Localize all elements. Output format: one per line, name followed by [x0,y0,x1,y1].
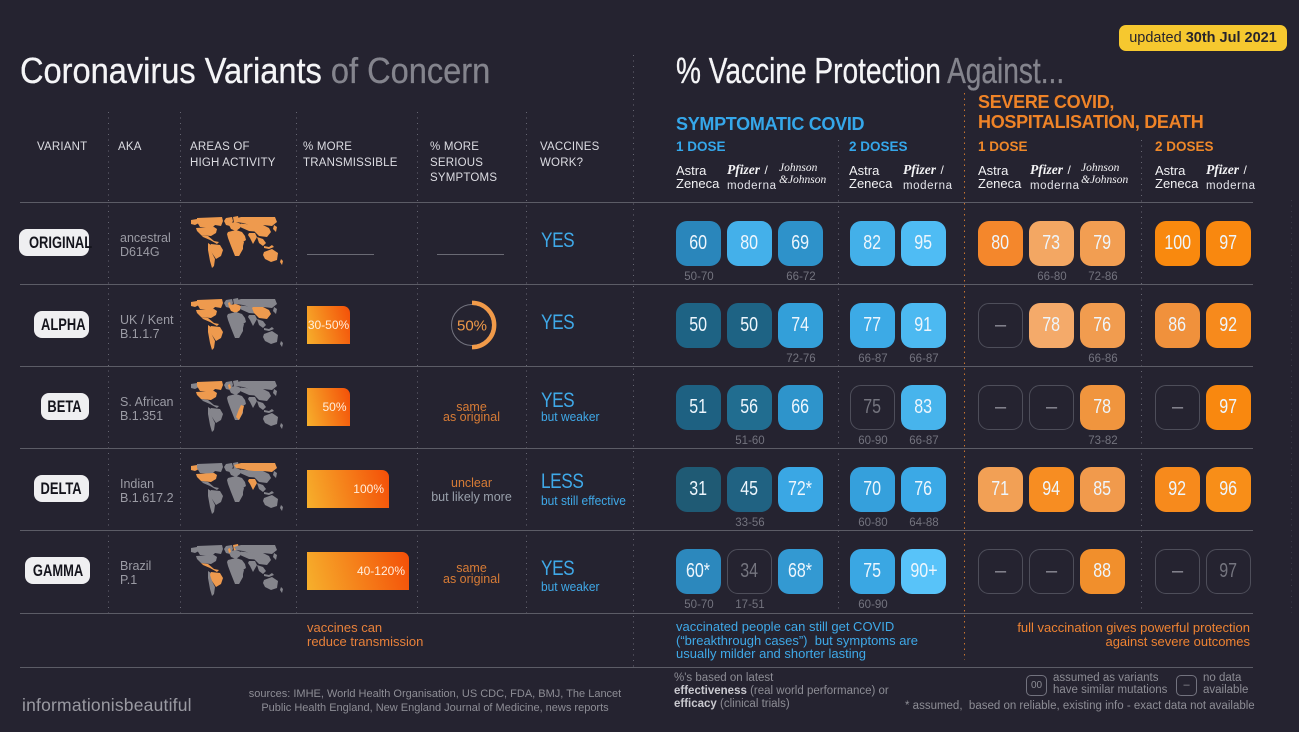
svg-text:50%: 50% [457,318,487,335]
